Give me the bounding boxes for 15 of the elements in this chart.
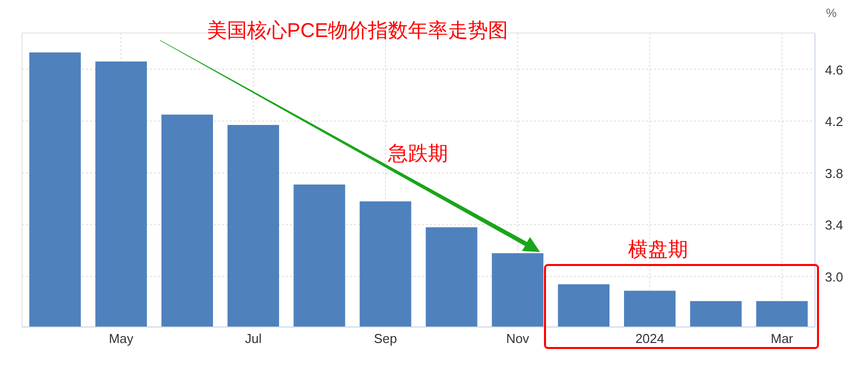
y-axis-title: % — [826, 6, 837, 20]
annotation: 横盘期 — [628, 239, 688, 261]
y-tick-label: 3.8 — [825, 166, 844, 181]
x-tick-label: 2024 — [635, 331, 664, 346]
annotation: 急跌期 — [387, 143, 448, 165]
y-tick-label: 4.2 — [825, 114, 844, 130]
y-tick-label: 3.4 — [825, 218, 844, 233]
y-tick-label: 4.6 — [825, 62, 844, 78]
chart-title: 美国核心PCE物价指数年率走势图 — [207, 19, 508, 42]
x-tick-label: Sep — [374, 331, 398, 346]
x-tick-label: Jul — [244, 331, 262, 346]
y-tick-label: 3.0 — [825, 269, 844, 284]
x-tick-label: May — [108, 331, 134, 346]
x-tick-label: Nov — [506, 331, 530, 346]
x-tick-label: Mar — [770, 331, 794, 346]
